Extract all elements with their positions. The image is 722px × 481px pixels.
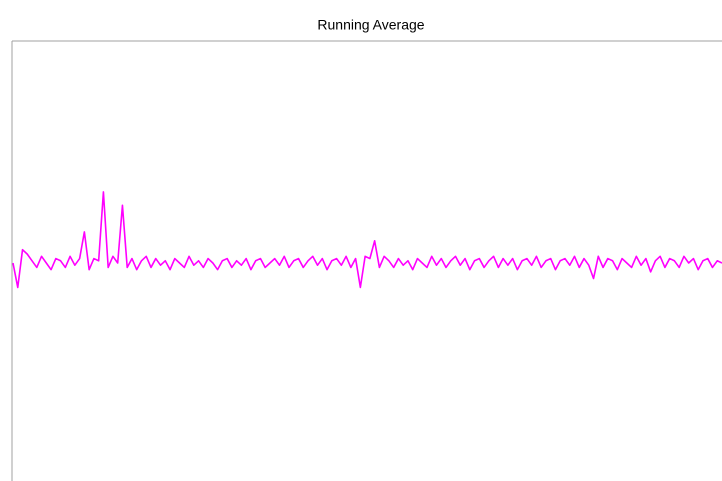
data-line (12, 191, 722, 289)
chart-title: Running Average (317, 17, 424, 33)
